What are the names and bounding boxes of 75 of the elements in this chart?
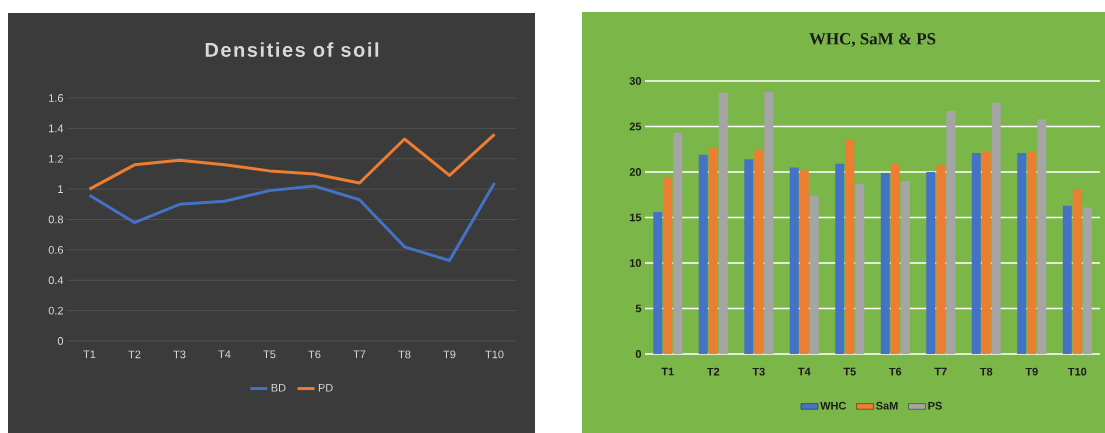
y-tick-label: 0.8 [48, 215, 64, 224]
bar [880, 172, 890, 354]
bar [1037, 119, 1047, 354]
bar [890, 163, 900, 354]
bar [1072, 189, 1082, 354]
bar [799, 170, 809, 354]
x-tick-label: T5 [843, 367, 856, 376]
x-tick-label: T8 [980, 367, 993, 376]
bar [855, 183, 865, 354]
x-tick-label: T4 [797, 367, 811, 376]
x-tick-label: T7 [934, 367, 947, 376]
x-tick-label: T10 [485, 350, 504, 359]
x-tick-label: T5 [263, 350, 276, 359]
bar [663, 177, 673, 354]
bar [835, 163, 845, 354]
y-tick-label: 0.6 [48, 245, 64, 254]
bar [926, 171, 936, 354]
chart-title: WHC, SaM & PS [809, 33, 936, 47]
y-tick-label: 10 [629, 259, 642, 267]
bar [754, 150, 764, 354]
x-tick-label: T2 [706, 367, 720, 376]
legend-label: PS [928, 401, 942, 410]
legend-label: SaM [876, 401, 898, 410]
bar [1082, 207, 1092, 354]
bar [981, 151, 991, 354]
bar [764, 91, 774, 354]
x-tick-label: T8 [398, 350, 411, 359]
x-tick-label: T1 [83, 350, 96, 359]
y-tick-label: 0 [57, 337, 64, 345]
y-tick-label: 0.2 [48, 306, 63, 315]
y-tick-label: 30 [629, 77, 642, 85]
x-tick-label: T10 [1067, 367, 1087, 376]
y-tick-label: 1 [58, 185, 63, 193]
y-tick-label: 15 [629, 213, 642, 222]
bar [1062, 205, 1072, 354]
y-tick-label: 20 [629, 168, 642, 176]
bar [900, 181, 910, 354]
bar [936, 164, 946, 354]
x-tick-label: T9 [1025, 367, 1038, 376]
y-tick-label: 0 [635, 350, 642, 358]
x-tick-label: T1 [661, 367, 674, 376]
x-tick-label: T4 [218, 350, 231, 359]
bar [971, 152, 981, 354]
chart-title: Densities of soil [205, 42, 379, 57]
x-tick-label: T2 [128, 350, 141, 359]
bar [1027, 151, 1037, 354]
bar [744, 159, 754, 354]
bar [845, 139, 855, 354]
bar [653, 212, 663, 354]
y-tick-label: 25 [629, 122, 642, 131]
y-tick-label: 1.4 [49, 124, 64, 133]
bar [789, 167, 799, 354]
y-tick-label: 1.2 [49, 154, 63, 163]
bar [991, 102, 1001, 354]
bar [718, 92, 728, 354]
bar [698, 154, 708, 354]
bar [708, 148, 718, 354]
x-tick-label: T9 [443, 350, 456, 359]
x-tick-label: T7 [353, 350, 366, 359]
legend-label: BD [271, 384, 286, 392]
bar [946, 111, 956, 354]
x-tick-label: T3 [173, 350, 186, 359]
bar [1017, 152, 1027, 354]
x-tick-label: T3 [752, 367, 765, 376]
line-series [88, 181, 497, 262]
y-tick-label: 0.4 [48, 276, 64, 285]
legend-label: PD [318, 384, 333, 392]
x-tick-label: T6 [888, 367, 902, 376]
bar [809, 195, 819, 354]
line-series [88, 132, 497, 191]
y-tick-label: 1.6 [49, 94, 64, 102]
bar [673, 132, 683, 354]
legend-label: WHC [820, 401, 847, 410]
y-tick-label: 5 [635, 304, 642, 313]
x-tick-label: T6 [308, 350, 321, 359]
